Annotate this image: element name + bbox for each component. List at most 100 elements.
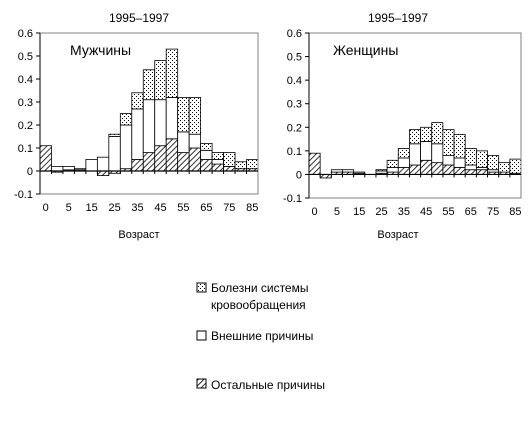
panel-label: Женщины <box>333 42 398 58</box>
bar-segment-diagonal-hatch <box>154 145 167 172</box>
bar-segment-white <box>119 124 133 170</box>
x-tick-label: 25 <box>375 206 387 218</box>
bar-segment-diagonal-hatch <box>39 145 52 172</box>
bar-segment-diagonal-hatch <box>177 152 190 172</box>
x-tick-label: 55 <box>442 206 454 218</box>
chart-panel-women: 1995–1997 Женщины -0.1 0 0.1 0.2 0.3 0.4 0.5 0.… <box>283 11 522 241</box>
x-tick-label: 85 <box>509 206 521 218</box>
bar-segment-dotted <box>234 161 247 170</box>
bar-segment-white <box>397 157 410 168</box>
bar-segment-white <box>165 97 179 140</box>
bar-segment-white <box>131 108 144 160</box>
y-tick-label: 0.4 <box>18 74 33 86</box>
bar-segment-dotted <box>431 122 444 145</box>
y-tick-label: 0 <box>296 169 302 181</box>
bar-segment-dotted <box>154 60 167 101</box>
panel-label: Мужчины <box>70 42 131 58</box>
bar-segment-diagonal-hatch <box>464 169 477 175</box>
y-tick-label: 0.1 <box>287 146 302 158</box>
x-tick-label: 85 <box>246 202 258 214</box>
bar-segment-dotted <box>386 159 399 168</box>
legend-label-circulatory-line2: кровообращения <box>211 298 306 312</box>
y-tick-label: 0.3 <box>287 99 302 111</box>
bar-segment-white <box>177 131 190 153</box>
y-tick-label: 0.6 <box>18 28 33 40</box>
y-tick-label: 0.5 <box>18 51 33 63</box>
bar-segment-dotted <box>442 129 455 156</box>
bar-segment-dotted <box>409 129 421 145</box>
bar-segment-diagonal-hatch <box>409 164 421 175</box>
y-tick-label: 0 <box>27 166 33 178</box>
legend-label-external: Внешние причины <box>211 329 313 343</box>
y-tick-label: 0.1 <box>18 143 33 155</box>
y-tick-label: 0.4 <box>287 75 302 87</box>
bar-segment-diagonal-hatch <box>211 163 224 172</box>
bar-segment-diagonal-hatch <box>96 170 110 176</box>
y-tick-label: 0.6 <box>287 28 302 40</box>
legend-label-circulatory-line1: Болезни системы <box>211 281 308 295</box>
bar-segment-white <box>420 141 433 161</box>
y-tick-label: 0.3 <box>18 97 33 109</box>
x-tick-label: 15 <box>86 202 98 214</box>
x-tick-label: 45 <box>154 202 166 214</box>
bar-segment-diagonal-hatch <box>165 138 179 172</box>
bar-segment-white <box>353 171 366 174</box>
bar-segment-white <box>108 136 121 172</box>
bar-segment-white <box>442 155 455 166</box>
x-tick-label: 35 <box>398 206 410 218</box>
bar-segment-white <box>409 143 421 166</box>
bar-segment-dotted <box>108 133 121 137</box>
bar-segment-diagonal-hatch <box>475 169 488 175</box>
bar-segment-dotted <box>223 152 236 167</box>
bar-segment-dotted <box>475 150 488 168</box>
x-tick-label: 15 <box>353 206 365 218</box>
bar-segment-dotted <box>397 148 410 159</box>
bar-segment-dotted <box>142 69 156 101</box>
y-tick-label: 0.2 <box>18 120 33 132</box>
bar-segment-dotted <box>119 113 133 126</box>
bar-segment-white <box>62 165 75 171</box>
legend-swatch-circulatory <box>196 282 207 293</box>
bar-segment-white <box>96 156 110 172</box>
x-tick-label: 65 <box>200 202 212 214</box>
bar-segment-dotted <box>453 133 466 159</box>
x-tick-label: 25 <box>108 202 120 214</box>
y-tick-label: 0.2 <box>287 122 302 134</box>
x-tick-label: 65 <box>465 206 477 218</box>
bar-segment-dotted <box>165 48 179 98</box>
bar-segment-dotted <box>131 92 144 110</box>
bar-segment-white <box>51 165 64 172</box>
bar-segment-white <box>142 99 156 153</box>
bar-segment-diagonal-hatch <box>442 164 455 175</box>
x-tick-label: 5 <box>66 202 72 214</box>
bar-segment-white <box>74 168 87 171</box>
bar-segment-diagonal-hatch <box>431 162 444 175</box>
x-tick-label: 0 <box>43 202 49 214</box>
bar-segment-white <box>188 133 202 149</box>
bar-segment-dotted <box>246 159 259 170</box>
legend: Болезни системы кровообращения Внешние п… <box>196 281 325 392</box>
bar-segment-dotted <box>420 126 433 142</box>
bar-segment-white <box>431 143 444 164</box>
bar-segment-dotted <box>200 142 213 151</box>
x-tick-label: 0 <box>312 206 318 218</box>
bar-segment-diagonal-hatch <box>453 166 466 175</box>
bar-segment-white <box>211 159 224 165</box>
bar-segment-white <box>453 157 466 168</box>
bar-segment-diagonal-hatch <box>142 152 156 172</box>
bar-segment-diagonal-hatch <box>420 159 433 175</box>
x-tick-label: 45 <box>420 206 432 218</box>
bar-segment-white <box>464 164 477 171</box>
bar-segment-dotted <box>509 158 522 174</box>
bar-segment-white <box>342 169 355 173</box>
bar-segment-white <box>330 169 343 173</box>
y-tick-label: -0.1 <box>283 193 302 205</box>
chart-title: 1995–1997 <box>368 11 428 25</box>
bar-segment-white <box>386 166 399 173</box>
y-tick-label: -0.1 <box>14 189 33 201</box>
x-axis-label: Возраст <box>377 229 418 241</box>
x-axis-label: Возраст <box>118 229 159 241</box>
legend-swatch-other <box>196 378 207 389</box>
